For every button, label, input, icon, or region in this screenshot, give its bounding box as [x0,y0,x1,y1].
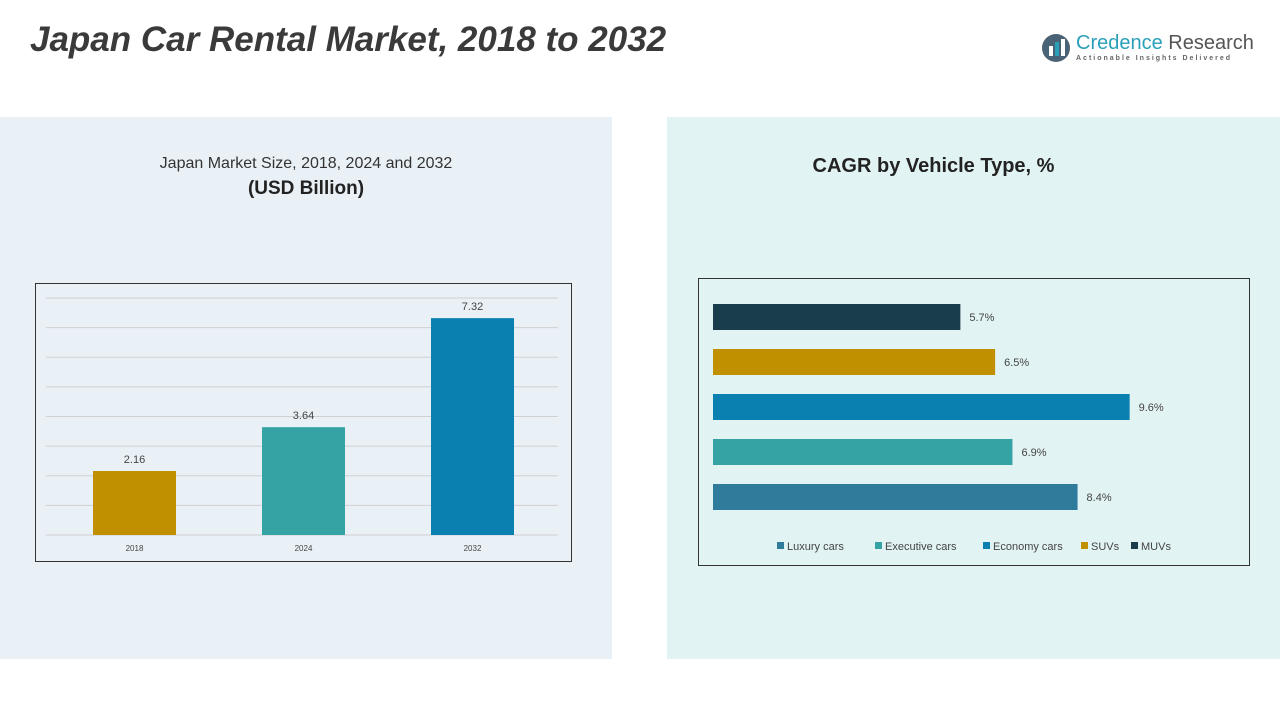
right-panel [667,117,1280,659]
market-size-chart: 2.16 2018 3.64 2024 7.32 2032 [35,283,572,562]
legend-swatch [1131,542,1138,549]
data-label: 7.32 [462,301,483,313]
data-label: 2.16 [124,454,145,466]
left-chart-subtitle: (USD Billion) [247,178,365,199]
bar-luxury-cars [713,484,1078,510]
legend-swatch [1081,542,1088,549]
left-chart-title: Japan Market Size, 2018, 2024 and 2032 [159,155,453,172]
bar-2018 [93,471,176,535]
legend-swatch [983,542,990,549]
legend-item: Luxury cars [787,541,844,553]
bar-2024 [262,427,345,535]
data-label: 6.9% [1021,447,1046,459]
legend-item: Executive cars [885,541,957,553]
bar-2032 [431,318,514,535]
x-tick-label: 2032 [464,544,482,553]
legend-swatch [875,542,882,549]
logo-icon [1042,34,1070,62]
legend-item: SUVs [1091,541,1120,553]
x-tick-label: 2018 [126,544,144,553]
data-label: 5.7% [969,312,994,324]
x-tick-label: 2024 [295,544,313,553]
legend-item: Economy cars [993,541,1063,553]
data-label: 8.4% [1087,492,1112,504]
logo: Credence Research Actionable Insights De… [1040,32,1260,68]
logo-tagline: Actionable Insights Delivered [1076,55,1233,62]
legend-swatch [777,542,784,549]
data-label: 3.64 [293,410,314,422]
bar-executive-cars [713,439,1013,465]
data-label: 6.5% [1004,357,1029,369]
legend-item: MUVs [1141,541,1171,553]
page-title: Japan Car Rental Market, 2018 to 2032 [30,20,667,59]
cagr-chart: 5.7% 6.5% 9.6% 6.9% 8.4% Luxury cars Executive… [698,278,1250,566]
bar-muvs [713,304,961,330]
right-chart-title: CAGR by Vehicle Type, % [812,155,1055,177]
bar-economy-cars [713,394,1130,420]
data-label: 9.6% [1139,402,1164,414]
logo-name: Credence [1076,32,1163,54]
bar-suvs [713,349,996,375]
logo-name2: Research [1162,32,1254,54]
